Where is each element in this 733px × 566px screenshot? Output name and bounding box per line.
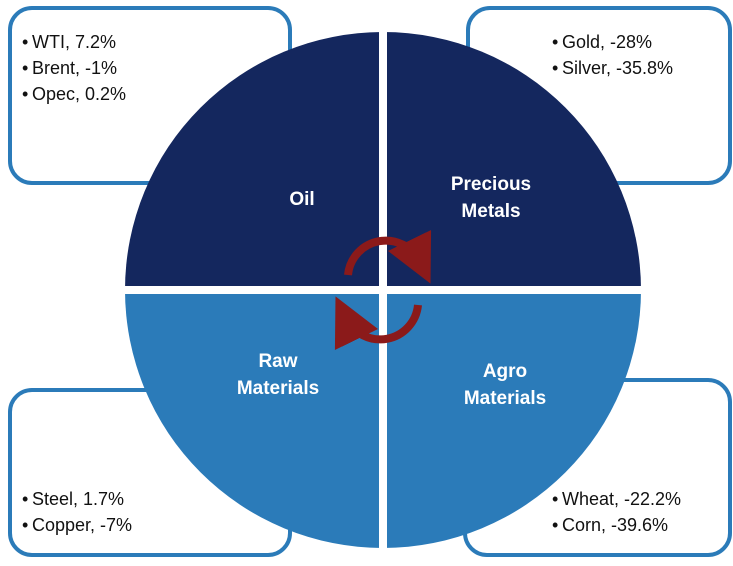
cycle-arrow (334, 296, 422, 351)
bullet: • (22, 84, 28, 104)
bullet: • (22, 515, 28, 535)
quadrant-label: Materials (464, 388, 546, 409)
agro-quadrant (383, 290, 641, 548)
item-text: Wheat, -22.2% (562, 489, 681, 509)
quadrant-label: Raw (258, 351, 297, 372)
raw-quadrant (125, 290, 383, 548)
item-text: Copper, -7% (32, 515, 132, 535)
item-text: Steel, 1.7% (32, 489, 124, 509)
bullet: • (22, 32, 28, 52)
item-text: Gold, -28% (562, 32, 652, 52)
quadrant-label: Oil (289, 189, 314, 210)
bullet: • (552, 58, 558, 78)
metals-quadrant (383, 32, 641, 290)
quadrant-label: Precious (451, 174, 531, 195)
quadrant-label: Materials (237, 378, 319, 399)
item-text: Brent, -1% (32, 58, 117, 78)
bullet: • (552, 32, 558, 52)
bullet: • (552, 515, 558, 535)
bullet: • (22, 489, 28, 509)
item-text: WTI, 7.2% (32, 32, 116, 52)
item-text: Opec, 0.2% (32, 84, 126, 104)
cycle-arrow (344, 229, 432, 284)
bullet: • (22, 58, 28, 78)
item-text: Corn, -39.6% (562, 515, 668, 535)
item-text: Silver, -35.8% (562, 58, 673, 78)
quadrant-label: Agro (483, 361, 527, 382)
bullet: • (552, 489, 558, 509)
quadrant-label: Metals (461, 201, 520, 222)
oil-quadrant (125, 32, 383, 290)
